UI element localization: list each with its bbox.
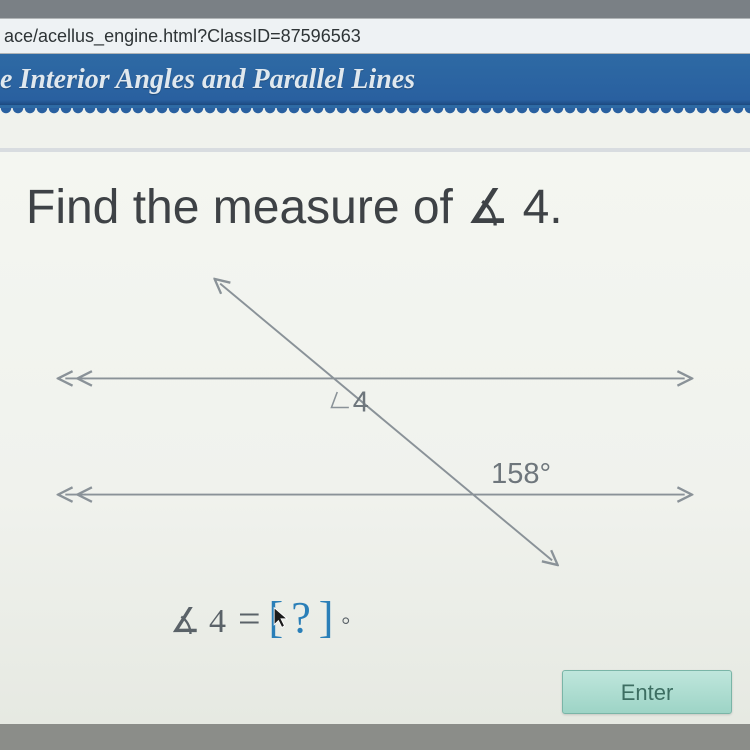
gap [0,118,750,148]
question-prefix: Find the measure of [26,181,466,234]
answer-bracket-open: [ [269,592,284,643]
browser-chrome: ace/acellus_engine.html?ClassID=87596563… [0,0,750,750]
lesson-title: e Interior Angles and Parallel Lines [0,64,415,96]
geometry-diagram: 4 158° [0,272,750,572]
angle-4-label: 4 [353,386,369,418]
answer-unit: ° [341,612,350,638]
enter-button[interactable]: Enter [562,670,732,714]
angle-4-tick [331,392,348,407]
transversal-line [220,284,552,561]
question-text: Find the measure of ∡ 4. [16,180,750,235]
angle-158-label: 158° [491,458,551,490]
title-bar-edge [0,108,750,118]
question-angle: ∡ 4. [466,181,562,234]
answer-expression: ∡ 4 = [?] ° [170,592,350,643]
content-frame: e Interior Angles and Parallel Lines Fin… [0,54,750,724]
answer-bracket-close: ] [319,592,334,643]
url-text: ace/acellus_engine.html?ClassID=87596563 [4,26,361,47]
lesson-title-bar: e Interior Angles and Parallel Lines [0,54,750,108]
enter-button-label: Enter [621,680,674,705]
answer-equals: = [238,595,261,642]
answer-angle-symbol: ∡ 4 [170,601,226,641]
answer-placeholder[interactable]: ? [291,592,311,643]
tab-strip [0,0,750,18]
problem-area: Find the measure of ∡ 4. [0,152,750,724]
url-bar[interactable]: ace/acellus_engine.html?ClassID=87596563 [0,18,750,54]
